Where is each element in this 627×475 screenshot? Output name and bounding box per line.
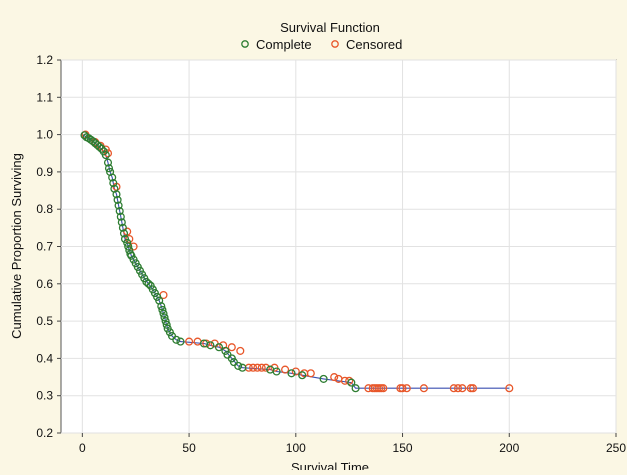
censored-point [236,346,245,355]
y-tick-label: 1.1 [36,90,53,104]
censored-point [468,384,478,393]
y-tick-label: 0.7 [36,240,53,254]
censored-point [379,384,388,393]
complete-point [157,302,166,311]
legend-complete-label: Complete [256,37,312,52]
complete-point [319,374,328,383]
complete-point [161,317,170,326]
complete-point [116,212,125,221]
y-axis-label: Cumulative Proportion Surviving [9,153,24,339]
complete-point [162,320,171,329]
legend-complete-marker [241,40,249,48]
complete-point [101,151,110,160]
complete-point [119,229,129,238]
censored-point [253,363,262,372]
complete-point [108,173,117,182]
legend-censored-label: Censored [346,37,402,52]
x-axis-label: Survival Time [291,460,369,470]
x-tick-label: 100 [286,441,306,455]
censored-point [227,343,236,352]
censored-point [306,369,315,378]
complete-point [234,361,243,370]
complete-point [112,190,121,199]
complete-points [80,131,360,393]
legend-censored-marker [331,40,339,48]
complete-point [347,378,356,387]
censored-point [458,384,467,393]
y-tick-label: 0.9 [36,165,53,179]
censored-point [281,365,290,374]
complete-point [124,242,133,251]
complete-point [272,367,281,376]
complete-point [238,363,247,372]
censored-point [505,384,514,393]
complete-point [160,313,169,322]
x-tick-label: 200 [499,441,519,455]
complete-point [206,341,215,350]
censored-point [330,373,339,382]
complete-point [115,207,124,216]
y-tick-label: 0.3 [36,389,53,403]
complete-point [176,337,185,346]
censored-point [261,363,270,372]
complete-point [95,142,104,151]
chart-title: Survival Function [280,20,380,35]
y-tick-label: 0.5 [36,314,53,328]
grid-lines [61,59,617,434]
complete-point [214,343,224,352]
complete-point [114,201,123,210]
x-tick-label: 50 [182,441,196,455]
x-tick-label: 150 [393,441,413,455]
y-tick-label: 0.8 [36,202,53,216]
y-tick-label: 1.2 [36,53,53,67]
censored-point [345,376,354,385]
complete-point [159,309,168,318]
y-tick-label: 0.6 [36,277,53,291]
x-tick-label: 0 [79,441,86,455]
censored-point [449,384,458,393]
y-tick-label: 0.2 [36,426,53,440]
complete-point [158,305,167,314]
censored-point [249,363,258,372]
complete-point [144,279,153,288]
complete-point [117,218,126,227]
censored-point [398,384,407,393]
complete-point [109,179,118,188]
censored-point [257,363,266,372]
complete-point [351,384,360,393]
censored-point [103,149,113,158]
complete-point [298,371,307,380]
censored-point [291,367,300,376]
complete-point [172,335,181,344]
censored-point [453,384,463,393]
complete-point [118,223,127,232]
censored-point [185,337,194,346]
censored-point [402,384,411,393]
x-tick-label: 250 [606,441,626,455]
complete-point [123,238,132,247]
y-tick-label: 0.4 [36,351,53,365]
y-tick-label: 1.0 [36,128,53,142]
legend: Complete Censored [241,37,402,52]
complete-point [287,369,296,378]
axis-ticks: 0 50 100 150 200 250 0.2 0.3 0.4 0.5 0.6 0.7 0.8 0.9 1… [36,53,626,455]
complete-point [103,158,113,167]
complete-point [104,164,114,173]
complete-point [113,195,122,204]
censored-point [419,384,428,393]
